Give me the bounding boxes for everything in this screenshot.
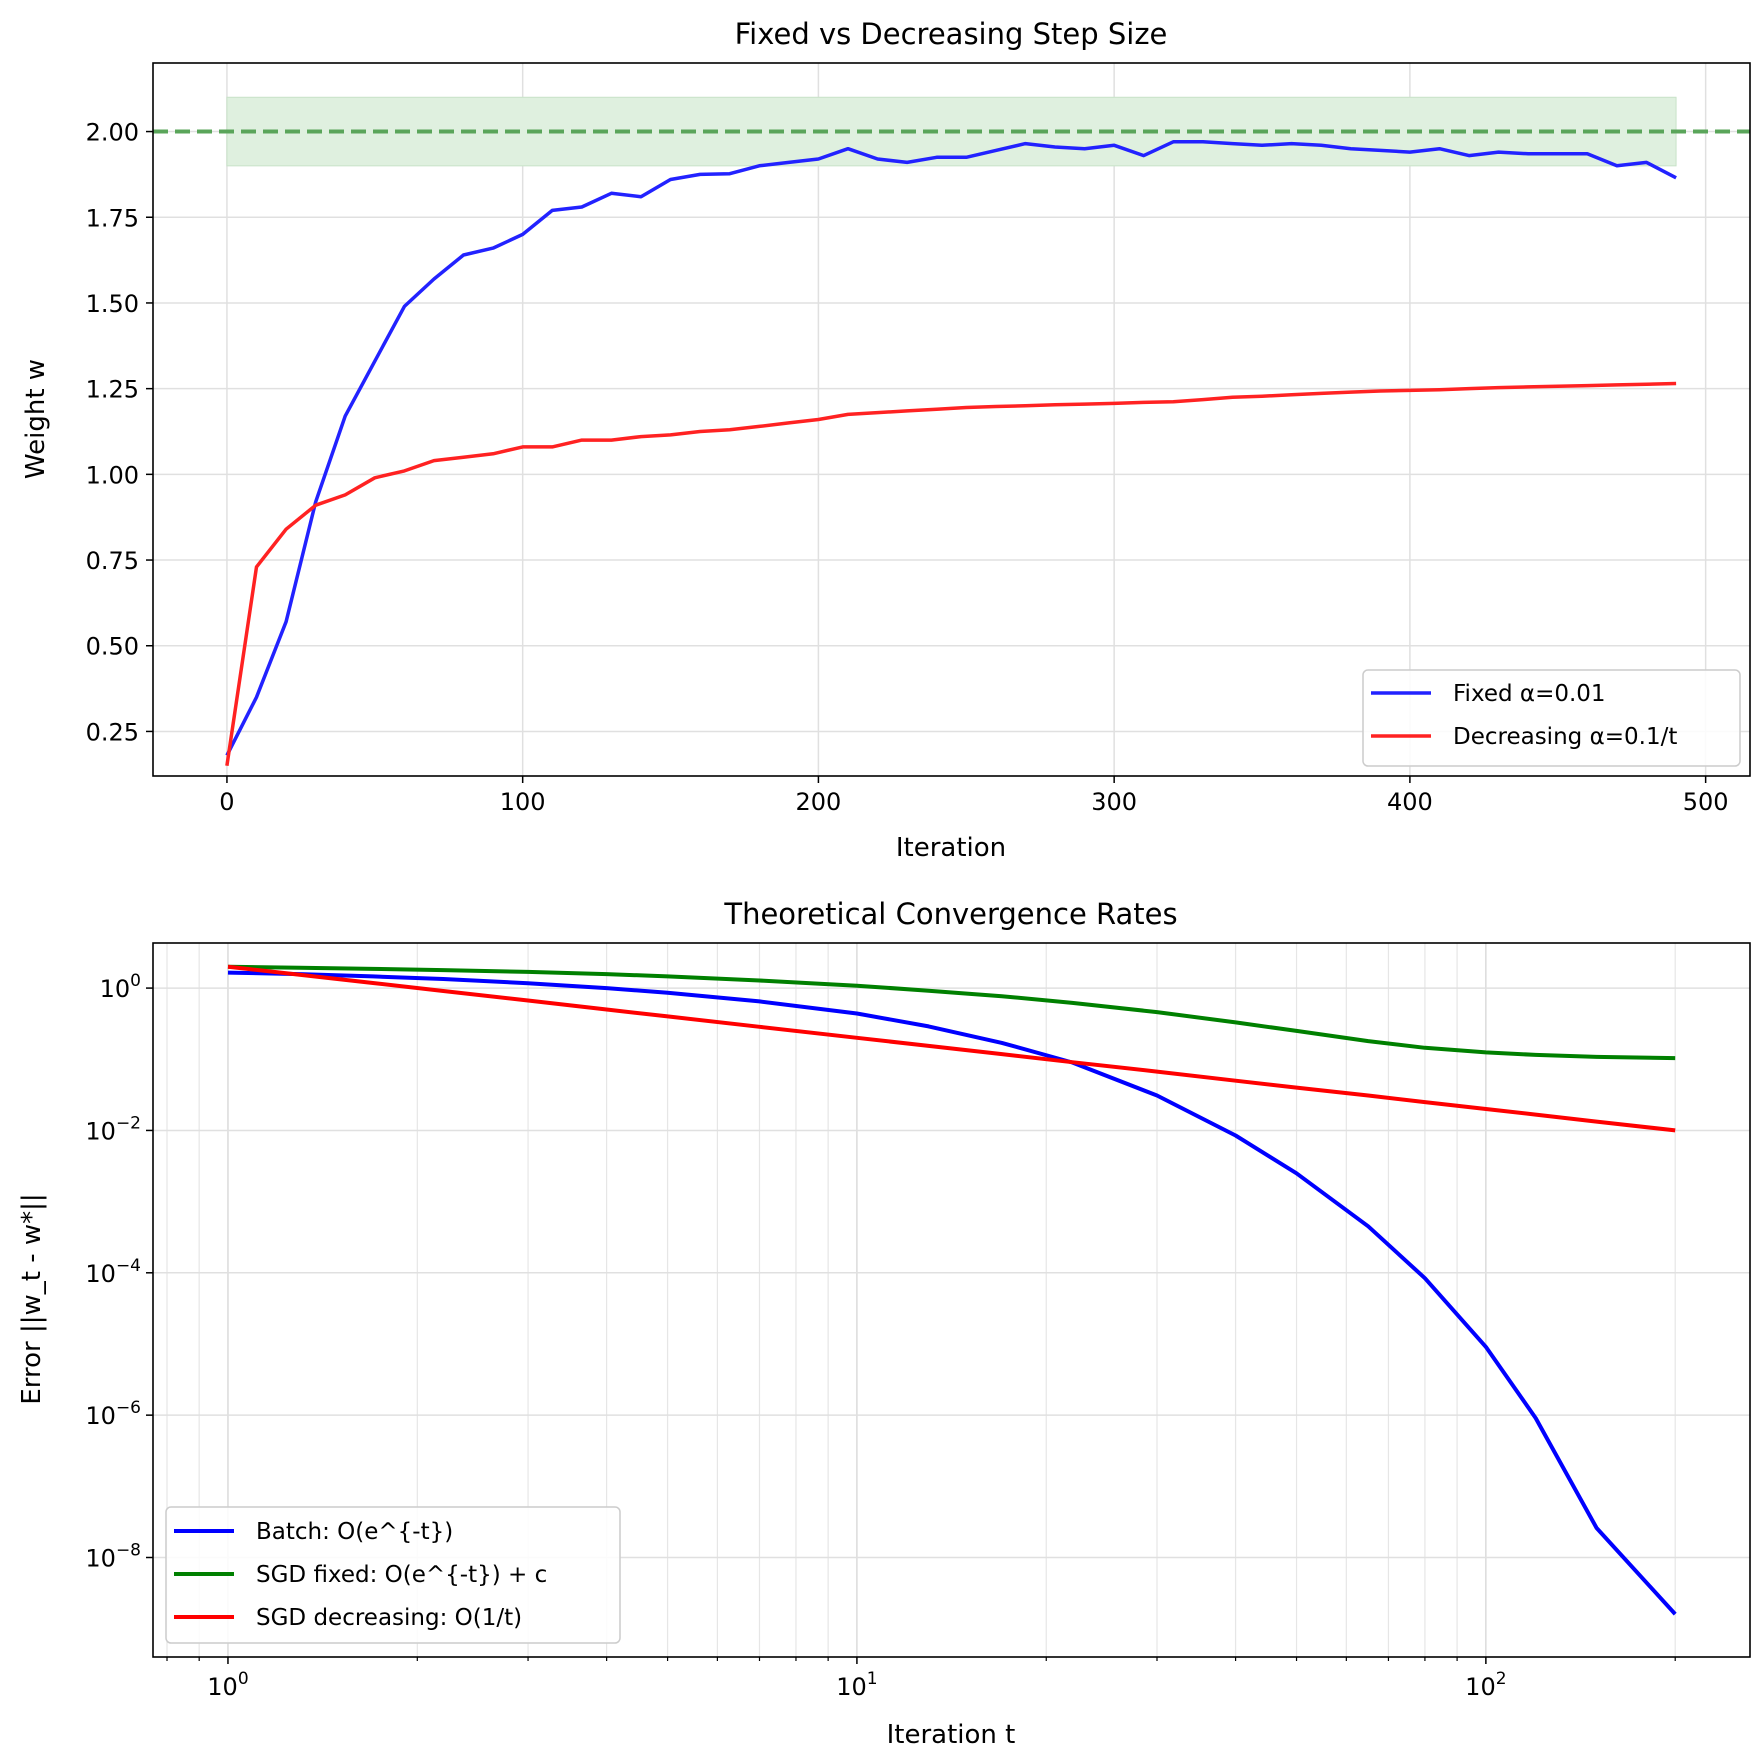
chart2-xtick-label-0: 100 [207,1669,248,1701]
chart-fixed-vs-decreasing: 0 100 200 300 400 500 0.25 0.50 0.75 1.00 1.25 1.50… [86,62,1751,816]
chart2-title: Theoretical Convergence Rates [723,897,1177,931]
chart-convergence-rates: 100 101 102 100 10−2 10−4 10−6 10−8 Batch: O(e^{… [85,942,1751,1701]
chart2-xlabel: Iteration t [887,1720,1016,1750]
chart2-ytick-label-4: 10−8 [85,1540,141,1572]
chart1-ytick-label-4: 1.25 [86,376,139,404]
chart2-series-line-1 [227,964,1676,1061]
chart2-ytick-label-1: 10−2 [85,1113,141,1145]
chart2-ytick-label-0: 100 [100,971,141,1003]
chart1-ytick-label-6: 1.75 [86,204,139,232]
chart1-title: Fixed vs Decreasing Step Size [735,17,1168,51]
chart1-xtick-label-0: 0 [219,788,234,816]
chart2-ytick-label-2: 10−4 [85,1256,141,1288]
chart2-legend-label-2: SGD decreasing: O(1/t) [256,1605,522,1631]
chart1-ylabel: Weight w [21,359,51,479]
chart1-xtick-label-1: 100 [500,788,546,816]
chart2-ytick-label-3: 10−6 [85,1398,141,1430]
chart2-axes-frame [152,942,1751,1658]
chart1-ytick-label-3: 1.00 [86,461,139,489]
chart2-legend-label-1: SGD fixed: O(e^{-t}) + c [256,1562,547,1588]
chart2-series-line-2 [227,964,1676,1133]
chart1-axes-frame [152,62,1751,777]
chart2-legend-label-0: Batch: O(e^{-t}) [256,1519,453,1545]
chart2-series-line-0 [227,970,1677,1616]
chart1-ytick-label-5: 1.50 [86,290,139,318]
chart1-ytick-label-7: 2.00 [86,119,139,147]
chart1-ytick-label-1: 0.50 [86,633,139,661]
chart2-legend [165,1506,621,1644]
chart1-xtick-label-4: 400 [1387,788,1433,816]
chart1-xtick-label-2: 200 [796,788,842,816]
chart2-xtick-label-1: 101 [836,1669,877,1701]
chart1-xtick-label-3: 300 [1091,788,1137,816]
chart1-legend-label-0: Fixed α=0.01 [1453,681,1606,707]
chart1-series-line-1 [225,381,1677,766]
chart1-xtick-label-5: 500 [1683,788,1729,816]
chart1-legend [1362,669,1741,767]
chart2-xtick-label-2: 102 [1465,1669,1506,1701]
chart1-xlabel: Iteration [896,833,1006,863]
chart1-series-line-0 [225,140,1677,757]
chart1-ytick-label-2: 0.75 [86,547,139,575]
chart1-ytick-label-0: 0.25 [86,718,139,746]
chart1-legend-label-1: Decreasing α=0.1/t [1453,724,1677,750]
chart2-ylabel: Error ||w_t - w*|| [17,1193,47,1404]
